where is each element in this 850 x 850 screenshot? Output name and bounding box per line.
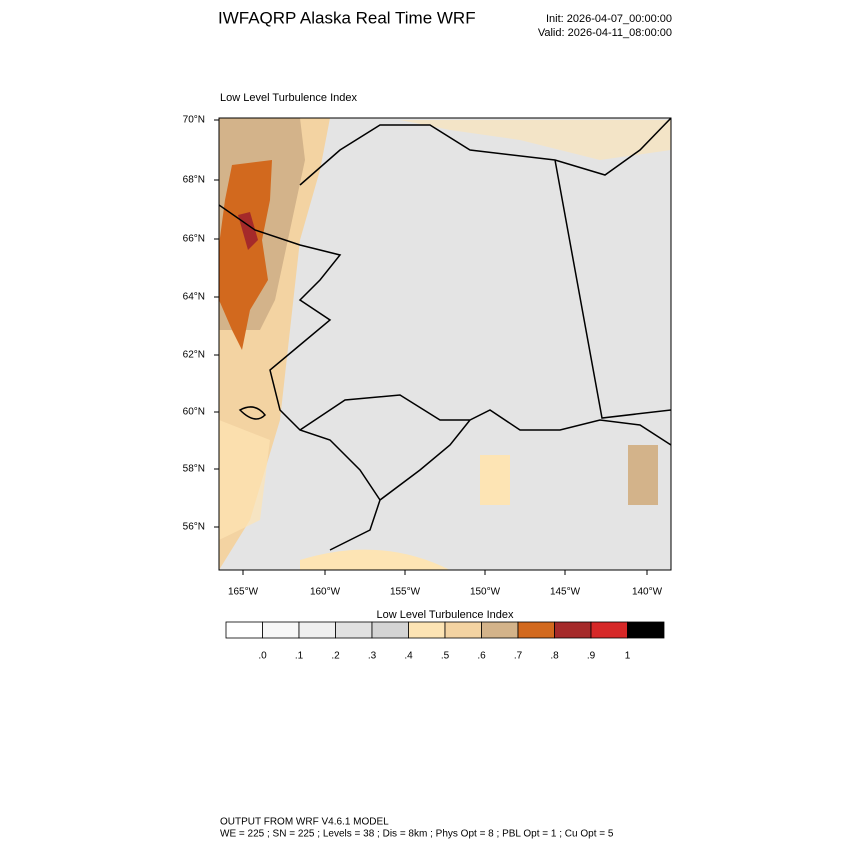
colorbar-label: .6 [477,651,486,662]
tan-region [300,549,450,570]
map-title: Low Level Turbulence Index [220,92,357,104]
lat-label: 62°N [183,350,205,361]
lon-label: 155°W [390,587,421,598]
colorbar-box [262,621,300,639]
lon-label: 150°W [470,587,501,598]
map [218,117,672,571]
lon-label: 160°W [310,587,341,598]
colorbar-label: 1 [625,651,631,662]
lat-label: 60°N [183,407,205,418]
colorbar-box [225,621,263,639]
orange-region [219,160,272,350]
colorbar-label: .2 [331,651,340,662]
tan-region [400,120,671,160]
colorbar-box [517,621,555,639]
footer-line: OUTPUT FROM WRF V4.6.1 MODEL [220,817,389,828]
lon-label: 140°W [632,587,663,598]
footer-line: WE = 225 ; SN = 225 ; Levels = 38 ; Dis … [220,829,614,840]
tan-region [480,455,510,505]
colorbar-label: .0 [258,651,267,662]
lat-label: 66°N [183,234,205,245]
lat-label: 70°N [183,115,205,126]
coastline [219,118,671,551]
lon-label: 145°W [550,587,581,598]
colorbar-label: .9 [587,651,596,662]
lon-label: 165°W [228,587,259,598]
tan-region [219,420,270,540]
colorbar-box [371,621,409,639]
main-title: IWFAQRP Alaska Real Time WRF [218,8,476,27]
colorbar-label: .8 [550,651,559,662]
colorbar-title: Low Level Turbulence Index [377,609,514,621]
valid-time: Valid: 2026-04-11_08:00:00 [538,27,672,39]
lat-label: 64°N [183,292,205,303]
brown-region [628,445,658,505]
lat-label: 56°N [183,522,205,533]
map-frame [218,117,672,571]
init-time: Init: 2026-04-07_00:00:00 [546,13,672,25]
colorbar-label: .3 [368,651,377,662]
colorbar-box [481,621,519,639]
lat-label: 58°N [183,464,205,475]
island [238,406,266,420]
colorbar-box [408,621,446,639]
lat-label: 68°N [183,175,205,186]
colorbar-label: .7 [514,651,523,662]
colorbar-label: .1 [295,651,304,662]
colorbar-box [627,621,665,639]
colorbar-label: .5 [441,651,450,662]
colorbar-box [335,621,373,639]
colorbar: .0 .1 .2 .3 .4 .5 .6 .7 .8 .9 1 [225,621,665,662]
colorbar-box [444,621,482,639]
colorbar-box [298,621,336,639]
colorbar-box [590,621,628,639]
colorbar-box [554,621,592,639]
colorbar-label: .4 [404,651,413,662]
